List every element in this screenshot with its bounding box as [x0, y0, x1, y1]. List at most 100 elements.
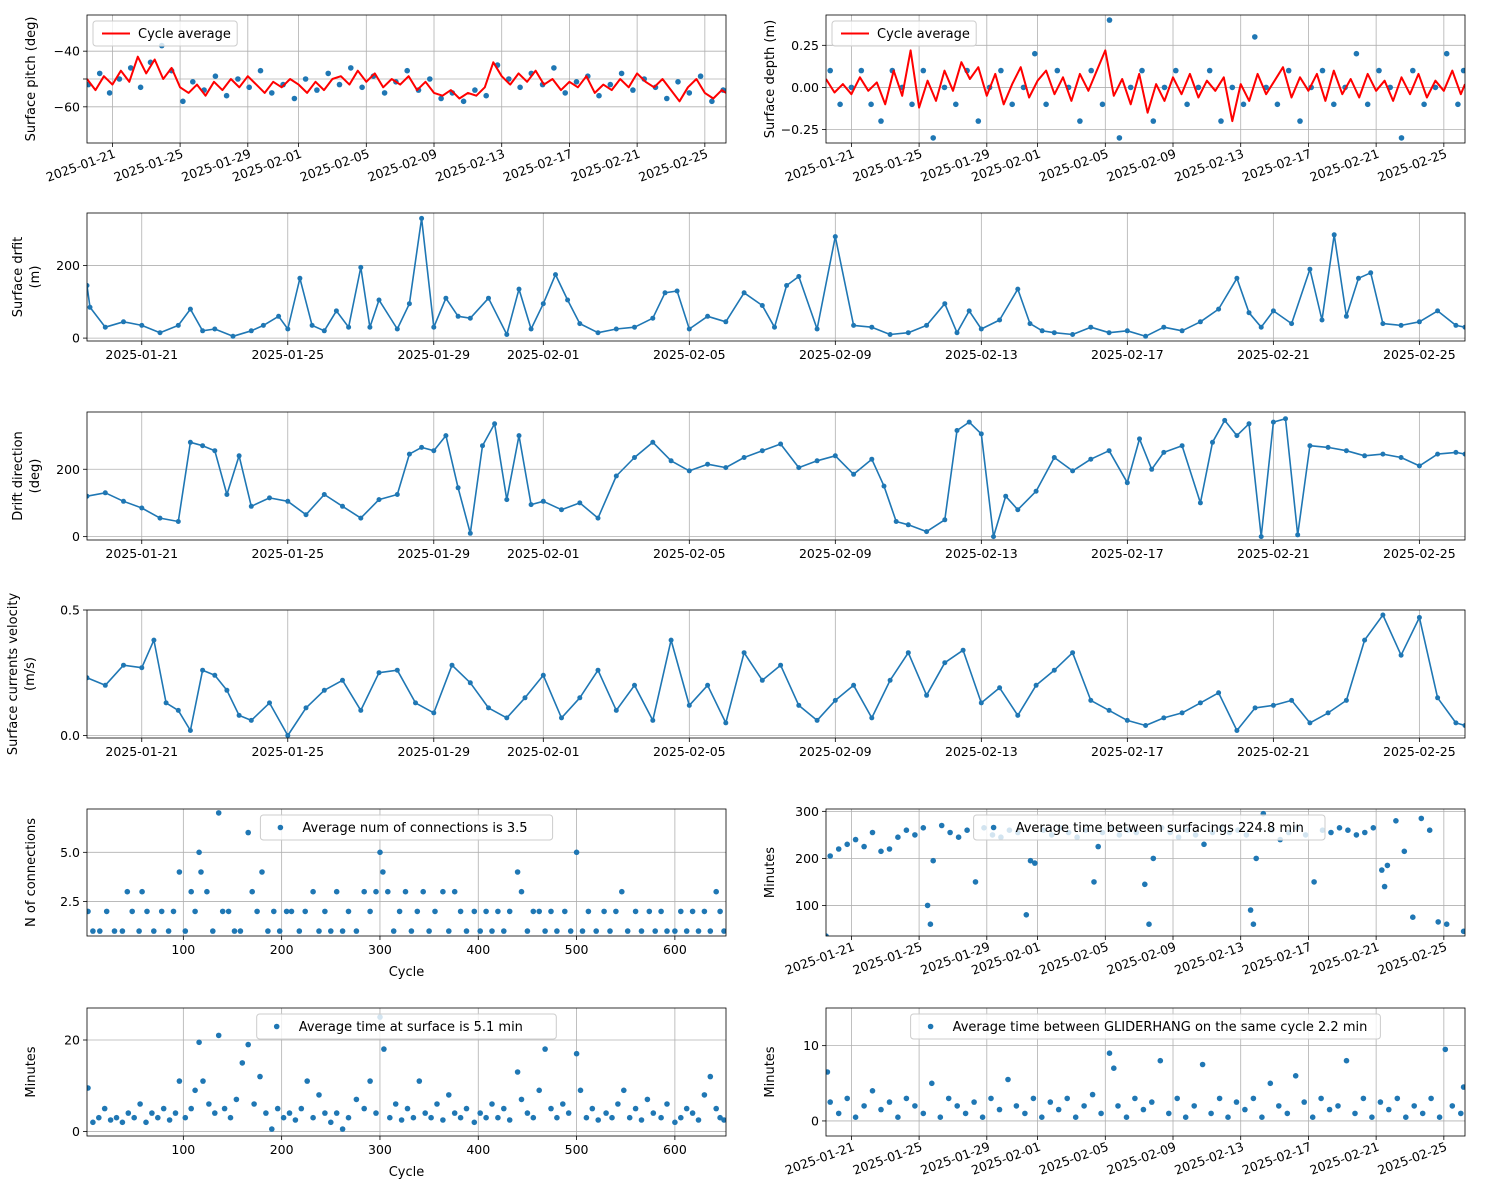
data-point: [385, 888, 391, 895]
data-point: [1331, 101, 1337, 108]
data-point: [1362, 637, 1368, 643]
data-point: [869, 324, 875, 330]
data-point: [518, 888, 525, 895]
data-point: [1252, 705, 1258, 711]
data-point: [1453, 322, 1459, 328]
data-point: [686, 702, 692, 708]
data-point: [1325, 710, 1331, 716]
data-point: [328, 1119, 334, 1126]
data-point: [1370, 825, 1377, 831]
data-point: [1064, 1095, 1070, 1102]
data-point: [924, 692, 930, 698]
data-point: [1139, 67, 1145, 74]
data-point: [1015, 286, 1021, 292]
data-point: [495, 1114, 501, 1121]
data-point: [1088, 67, 1094, 74]
data-point: [422, 1110, 429, 1116]
y-tick-label: 0: [72, 331, 80, 346]
data-point: [198, 869, 204, 875]
x-tick-label: 200: [270, 1142, 294, 1157]
grid: [87, 412, 1465, 540]
data-point: [1252, 34, 1258, 40]
data-point: [215, 1032, 222, 1039]
x-tick-label: 2025-02-13: [1172, 939, 1245, 978]
velocity-chart: 2025-01-21 2025-01-25 2025-01-29 2025-02-01…: [6, 593, 1466, 759]
data-point: [1149, 466, 1155, 472]
data-point: [432, 908, 438, 915]
data-point: [426, 928, 432, 934]
data-point: [176, 869, 183, 875]
data-point: [559, 507, 564, 513]
data-point: [723, 720, 729, 726]
data-point: [427, 76, 433, 82]
data-point: [387, 1114, 393, 1121]
data-point: [1015, 507, 1021, 513]
data-point: [102, 324, 108, 330]
data-point: [1309, 1114, 1316, 1120]
data-point: [632, 682, 637, 688]
data-point: [1270, 702, 1276, 708]
data-point: [175, 707, 181, 713]
data-point: [1124, 328, 1130, 334]
data-point: [1089, 1091, 1096, 1098]
data-point: [1088, 456, 1094, 462]
data-point: [340, 503, 345, 509]
data-point: [1091, 879, 1097, 885]
data-point: [1208, 1110, 1214, 1117]
data-point: [463, 1105, 470, 1112]
data-point: [506, 908, 513, 915]
legend: Average num of connections is 3.5: [259, 814, 554, 841]
data-point: [129, 908, 135, 915]
series-line: [87, 217, 1465, 338]
x-tick-label: 2025-02-09: [799, 744, 872, 759]
x-tick-label: 2025-02-17: [1240, 146, 1313, 185]
legend: Average time at surface is 5.1 min: [256, 1013, 557, 1040]
data-point: [1229, 84, 1236, 91]
data-point: [501, 928, 507, 934]
x-tick-label: 400: [466, 942, 490, 957]
data-point: [440, 1117, 446, 1123]
data-point: [431, 448, 437, 454]
data-point: [1435, 695, 1441, 701]
data-point: [832, 234, 838, 240]
data-point: [851, 322, 857, 328]
data-point: [471, 1119, 478, 1126]
data-point: [103, 908, 110, 915]
data-point: [333, 1110, 340, 1116]
data-point: [567, 928, 574, 934]
data-point: [446, 928, 452, 934]
data-point: [1055, 1106, 1062, 1113]
data-point: [878, 1106, 884, 1113]
data-point: [137, 84, 144, 91]
data-point: [102, 490, 108, 496]
plot-area: [87, 612, 1465, 738]
data-point: [1111, 1065, 1117, 1071]
data-point: [1005, 1076, 1011, 1083]
data-point: [1088, 697, 1094, 703]
data-point: [979, 1114, 986, 1120]
data-point: [200, 328, 206, 334]
depth-chart: 2025-01-212025-01-252025-01-292025-02-01…: [763, 14, 1466, 185]
x-tick-label: 2025-02-21: [1308, 146, 1381, 185]
x-axis-label: Cycle: [389, 1165, 425, 1180]
data-point: [1179, 710, 1185, 716]
data-point: [434, 1101, 440, 1107]
data-point: [1410, 67, 1416, 74]
data-point: [1460, 67, 1465, 74]
data-point: [1234, 728, 1240, 733]
data-point: [175, 322, 181, 328]
data-point: [227, 1114, 234, 1121]
data-point: [707, 1073, 714, 1080]
data-point: [1210, 439, 1215, 445]
data-point: [257, 67, 264, 74]
data-point: [1039, 328, 1045, 334]
data-point: [1369, 1114, 1375, 1120]
data-point: [1099, 101, 1106, 108]
data-point: [1072, 1114, 1079, 1120]
data-point: [373, 1110, 379, 1116]
data-point: [971, 1099, 977, 1105]
data-point: [723, 465, 729, 471]
data-point: [361, 1105, 368, 1112]
data-point: [87, 493, 90, 499]
data-point: [1455, 101, 1461, 108]
